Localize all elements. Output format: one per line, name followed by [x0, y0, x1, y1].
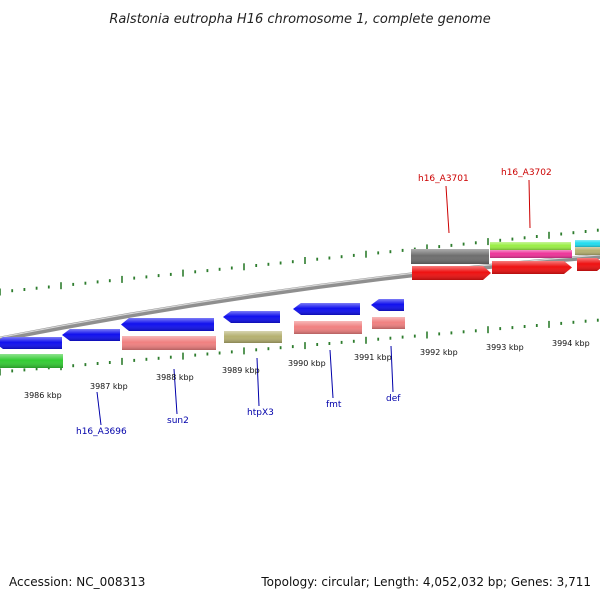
gene-labels: h16_A3701 h16_A3702 h16_A3696 sun2 htpX3… [76, 168, 552, 437]
gene-label-reverse[interactable]: htpX3 [247, 408, 274, 418]
gene-feature-olive[interactable] [575, 247, 600, 255]
gene-feature-red[interactable] [577, 258, 600, 271]
gene-label-forward[interactable]: h16_A3701 [418, 174, 469, 184]
gene-feature-olive[interactable] [224, 331, 282, 343]
gene-feature-pink[interactable] [294, 321, 362, 334]
gene-feature-pink[interactable] [122, 336, 216, 350]
gene-shading [122, 336, 216, 350]
gene-label-reverse[interactable]: sun2 [167, 416, 189, 426]
gene-shading [372, 317, 405, 329]
gene-feature-red[interactable] [492, 261, 572, 274]
gene-shading [490, 250, 572, 258]
gene-feature-cyan[interactable] [575, 240, 600, 247]
leader-line [96, 391, 102, 426]
gene-shading [0, 337, 62, 349]
gene-feature-red[interactable] [412, 266, 491, 280]
label-leader-lines [96, 179, 531, 426]
gene-shading [224, 331, 282, 343]
kbp-label: 3988 kbp [156, 373, 194, 382]
gene-shading [121, 318, 214, 331]
gene-shading [293, 303, 360, 315]
kbp-label: 3990 kbp [288, 359, 326, 368]
gene-shading [492, 261, 572, 274]
gene-feature-green[interactable] [0, 354, 63, 368]
leader-line [528, 179, 531, 229]
gene-feature-blue[interactable] [371, 299, 404, 311]
inner-tick-track [0, 318, 599, 376]
gene-feature-blue[interactable] [223, 311, 280, 323]
gene-feature-blue[interactable] [293, 303, 360, 315]
gene-shading [490, 242, 571, 250]
kbp-label: 3994 kbp [552, 339, 590, 348]
gene-shading [577, 258, 600, 271]
leader-line [173, 368, 178, 415]
gene-shading [294, 321, 362, 334]
gene-shading [371, 299, 404, 311]
leader-line [329, 349, 334, 399]
gene-feature-magenta[interactable] [490, 250, 572, 258]
gene-shading [575, 240, 600, 247]
gene-label-reverse[interactable]: fmt [326, 400, 342, 410]
gene-shading [412, 266, 491, 280]
leader-line [445, 185, 450, 234]
topology-text: Topology: circular; Length: 4,052,032 bp… [260, 575, 591, 589]
gene-feature-pink[interactable] [372, 317, 405, 329]
gene-label-reverse[interactable]: def [386, 394, 401, 404]
outer-tick-track [0, 228, 599, 296]
map-title: Ralstonia eutropha H16 chromosome 1, com… [109, 12, 490, 27]
kbp-label: 3992 kbp [420, 348, 458, 357]
gene-feature-blue[interactable] [62, 329, 120, 341]
kbp-label: 3986 kbp [24, 391, 62, 400]
gene-shading [0, 354, 63, 368]
kbp-label: 3991 kbp [354, 353, 392, 362]
gene-features [0, 240, 600, 368]
gene-feature-blue[interactable] [121, 318, 214, 331]
kbp-label: 3987 kbp [90, 382, 128, 391]
kbp-labels: 3986 kbp 3987 kbp 3988 kbp 3989 kbp 3990… [24, 339, 590, 400]
gene-shading [223, 311, 280, 323]
gene-shading [62, 329, 120, 341]
gene-feature-blue[interactable] [0, 337, 62, 349]
gene-feature-lime[interactable] [490, 242, 571, 250]
gene-label-reverse[interactable]: h16_A3696 [76, 427, 127, 437]
kbp-label: 3993 kbp [486, 343, 524, 352]
gene-feature-gray[interactable] [411, 249, 489, 264]
leader-line [390, 345, 394, 393]
gene-shading [411, 249, 489, 264]
gene-label-forward[interactable]: h16_A3702 [501, 168, 552, 178]
kbp-label: 3989 kbp [222, 366, 260, 375]
leader-line [256, 357, 260, 407]
accession-text: Accession: NC_008313 [9, 575, 145, 589]
gene-shading [575, 247, 600, 255]
